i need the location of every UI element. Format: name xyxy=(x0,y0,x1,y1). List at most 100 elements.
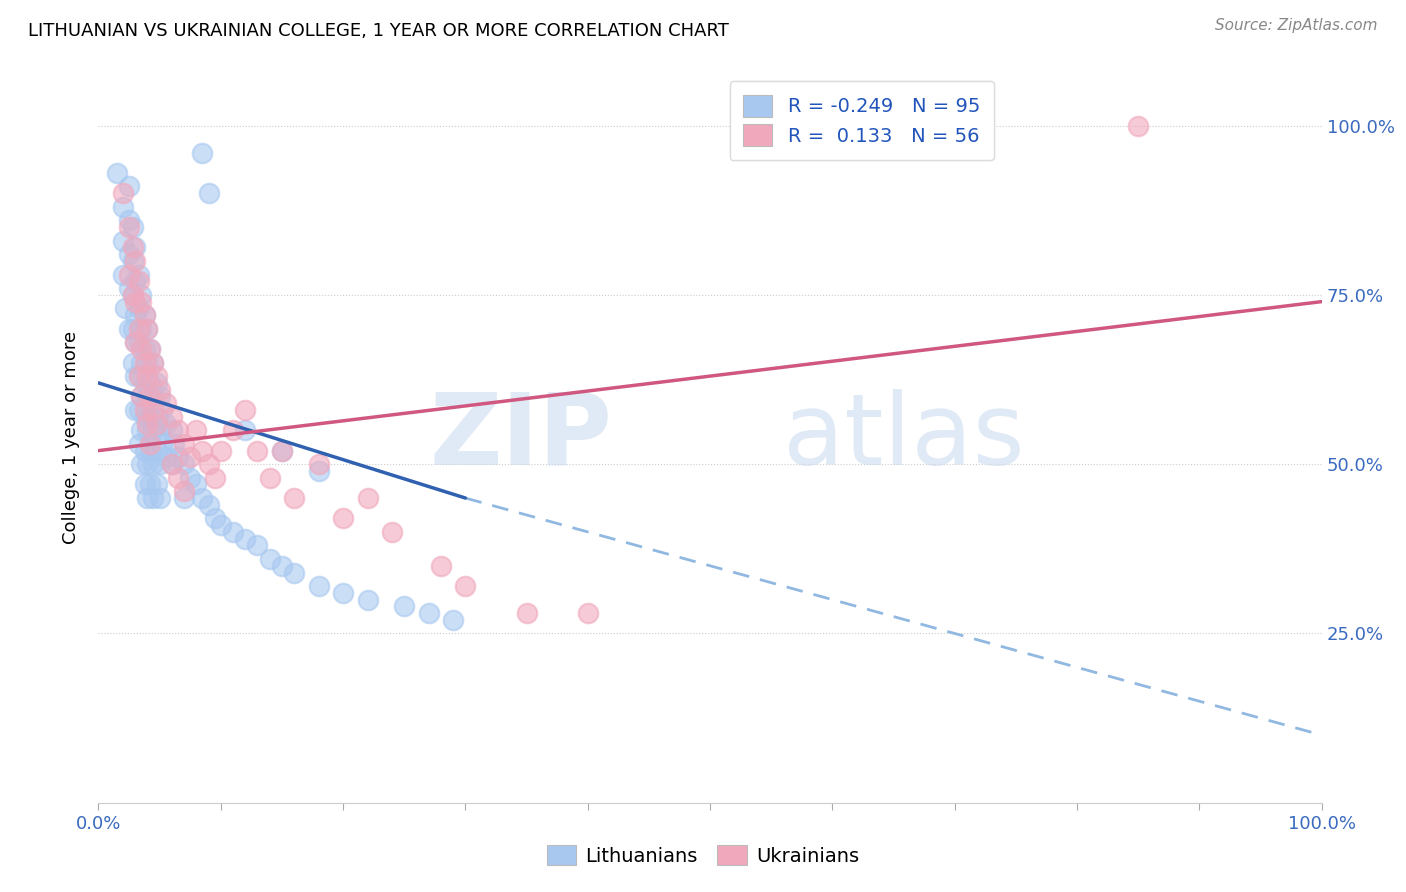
Point xyxy=(136,423,159,437)
Point xyxy=(134,409,156,424)
Point xyxy=(124,240,146,254)
Point xyxy=(308,464,330,478)
Point xyxy=(149,423,172,437)
Point xyxy=(197,498,219,512)
Point xyxy=(146,477,169,491)
Point xyxy=(150,437,173,451)
Point xyxy=(129,355,152,369)
Point xyxy=(142,457,165,471)
Point xyxy=(576,606,599,620)
Point xyxy=(139,389,162,403)
Point xyxy=(146,376,169,390)
Point xyxy=(124,403,146,417)
Point xyxy=(129,294,152,309)
Point xyxy=(283,566,305,580)
Point xyxy=(129,288,152,302)
Point xyxy=(418,606,440,620)
Point xyxy=(121,355,143,369)
Point xyxy=(515,606,537,620)
Point xyxy=(118,322,141,336)
Point xyxy=(136,417,159,431)
Text: Source: ZipAtlas.com: Source: ZipAtlas.com xyxy=(1215,18,1378,33)
Point xyxy=(142,389,165,403)
Legend: Lithuanians, Ukrainians: Lithuanians, Ukrainians xyxy=(538,838,868,873)
Point xyxy=(134,342,156,356)
Point xyxy=(160,423,183,437)
Point xyxy=(134,477,156,491)
Point xyxy=(430,558,453,573)
Point xyxy=(124,294,146,309)
Point xyxy=(308,457,330,471)
Point xyxy=(197,457,219,471)
Point xyxy=(128,301,150,316)
Point xyxy=(134,443,156,458)
Point xyxy=(121,288,143,302)
Point xyxy=(129,389,152,403)
Point xyxy=(146,417,169,431)
Point xyxy=(142,355,165,369)
Point xyxy=(209,443,232,458)
Point xyxy=(118,213,141,227)
Point xyxy=(129,342,152,356)
Point xyxy=(179,471,201,485)
Point xyxy=(392,599,416,614)
Point xyxy=(121,322,143,336)
Point xyxy=(149,491,172,505)
Point xyxy=(146,369,169,384)
Point xyxy=(124,274,146,288)
Point xyxy=(136,457,159,471)
Point xyxy=(139,342,162,356)
Point xyxy=(155,417,177,431)
Point xyxy=(134,376,156,390)
Point xyxy=(118,247,141,261)
Point xyxy=(270,443,294,458)
Point xyxy=(356,592,378,607)
Point xyxy=(146,443,169,458)
Point xyxy=(136,355,159,369)
Point xyxy=(142,491,165,505)
Point xyxy=(139,437,162,451)
Point xyxy=(454,579,477,593)
Point xyxy=(134,308,156,322)
Point xyxy=(124,308,146,322)
Point xyxy=(114,301,136,316)
Point xyxy=(150,403,173,417)
Point xyxy=(204,471,226,485)
Point xyxy=(233,403,256,417)
Point xyxy=(149,383,172,397)
Point xyxy=(128,322,150,336)
Point xyxy=(111,268,134,282)
Point xyxy=(163,437,186,451)
Point xyxy=(246,538,269,552)
Point xyxy=(121,240,143,254)
Point xyxy=(142,423,165,437)
Point xyxy=(124,335,146,350)
Point xyxy=(121,254,143,268)
Point xyxy=(129,457,152,471)
Point xyxy=(118,268,141,282)
Text: LITHUANIAN VS UKRAINIAN COLLEGE, 1 YEAR OR MORE CORRELATION CHART: LITHUANIAN VS UKRAINIAN COLLEGE, 1 YEAR … xyxy=(28,22,728,40)
Point xyxy=(191,145,214,160)
Point xyxy=(222,423,245,437)
Point xyxy=(149,457,172,471)
Text: ZIP: ZIP xyxy=(429,389,612,485)
Point xyxy=(134,403,156,417)
Legend: R = -0.249   N = 95, R =  0.133   N = 56: R = -0.249 N = 95, R = 0.133 N = 56 xyxy=(730,81,994,160)
Point xyxy=(139,477,162,491)
Point xyxy=(160,457,183,471)
Point xyxy=(233,532,256,546)
Point xyxy=(136,322,159,336)
Text: atlas: atlas xyxy=(783,389,1025,485)
Point xyxy=(332,586,354,600)
Point xyxy=(128,369,150,384)
Point xyxy=(186,423,208,437)
Point xyxy=(129,389,152,403)
Point xyxy=(111,200,134,214)
Point xyxy=(155,396,177,410)
Point xyxy=(121,220,143,235)
Point xyxy=(139,409,162,424)
Point xyxy=(128,437,150,451)
Point xyxy=(167,423,190,437)
Point xyxy=(259,471,281,485)
Point xyxy=(111,234,134,248)
